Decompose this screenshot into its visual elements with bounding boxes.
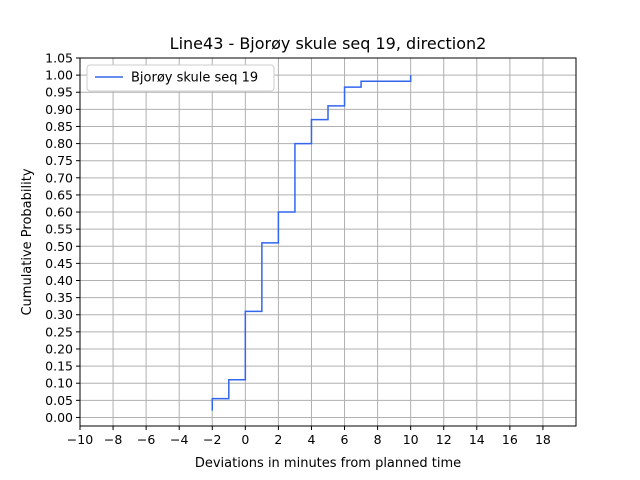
x-tick-label: −2 — [203, 432, 221, 447]
x-tick-label: 4 — [307, 432, 315, 447]
x-tick-label: −8 — [104, 432, 122, 447]
x-tick-label: −6 — [137, 432, 155, 447]
series-line-0 — [211, 75, 412, 411]
y-axis-label: Cumulative Probability — [20, 168, 35, 315]
y-tick-label: 0.80 — [45, 136, 73, 151]
y-tick-label: 0.60 — [45, 205, 73, 220]
y-tick-label: 0.10 — [45, 376, 73, 391]
y-tick-label: 0.40 — [45, 273, 73, 288]
x-tick-label: 14 — [469, 432, 485, 447]
y-tick-label: 0.30 — [45, 307, 73, 322]
x-tick-label: −10 — [67, 432, 93, 447]
chart-title: Line43 - Bjorøy skule seq 19, direction2 — [170, 34, 487, 53]
x-tick-label: −4 — [170, 432, 188, 447]
x-tick-label: 8 — [374, 432, 382, 447]
x-tick-label: 12 — [436, 432, 452, 447]
x-tick-label: 6 — [341, 432, 349, 447]
y-tick-label: 0.00 — [45, 410, 73, 425]
y-ticks: 0.00 0.05 0.10 0.15 0.20 0.25 0.30 0.35 0.40 0.45… — [45, 51, 80, 425]
y-tick-label: 0.45 — [45, 256, 73, 271]
y-tick-label: 0.50 — [45, 239, 73, 254]
y-tick-label: 0.90 — [45, 102, 73, 117]
y-tick-label: 0.85 — [45, 119, 73, 134]
y-tick-label: 1.05 — [45, 51, 73, 66]
y-tick-label: 0.65 — [45, 187, 73, 202]
x-tick-label: 2 — [274, 432, 282, 447]
y-tick-label: 0.75 — [45, 153, 73, 168]
legend: Bjorøy skule seq 19 — [86, 64, 275, 92]
y-tick-label: 0.70 — [45, 170, 73, 185]
x-tick-label: 10 — [403, 432, 419, 447]
grid — [79, 57, 576, 426]
x-tick-label: 16 — [502, 432, 518, 447]
y-tick-label: 0.15 — [45, 359, 73, 374]
legend-label: Bjorøy skule seq 19 — [131, 71, 258, 86]
y-tick-label: 0.95 — [45, 85, 73, 100]
x-axis-label: Deviations in minutes from planned time — [195, 456, 461, 471]
x-tick-label: 0 — [241, 432, 249, 447]
y-tick-label: 0.35 — [45, 290, 73, 305]
x-tick-label: 18 — [535, 432, 551, 447]
y-tick-label: 0.25 — [45, 324, 73, 339]
plot-frame — [79, 57, 577, 427]
y-tick-label: 0.05 — [45, 393, 73, 408]
y-tick-label: 0.55 — [45, 222, 73, 237]
y-tick-label: 0.20 — [45, 341, 73, 356]
legend-box — [86, 64, 275, 92]
x-ticks: −10 −8 −6 −4 −2 0 2 4 6 8 10 12 14 16 18 — [67, 426, 551, 447]
series-group — [211, 75, 412, 411]
y-tick-label: 1.00 — [45, 68, 73, 83]
